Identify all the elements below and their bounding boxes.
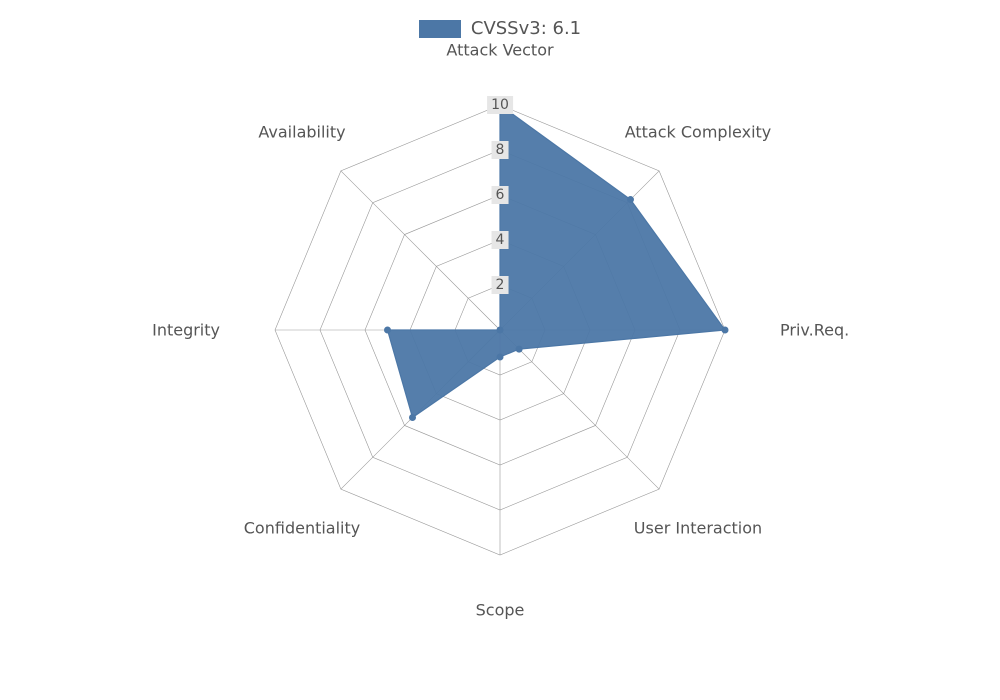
axis-label: Integrity: [152, 321, 220, 340]
axis-label: Attack Complexity: [625, 123, 772, 142]
grid-spoke: [500, 330, 659, 489]
axis-label: Confidentiality: [244, 518, 360, 537]
r-tick-label: 8: [492, 141, 509, 159]
radar-chart: CVSSv3: 6.1 Attack Vector Attack Complexi…: [0, 0, 1000, 700]
data-marker: [516, 346, 523, 353]
r-tick-label: 2: [492, 276, 509, 294]
axis-label: Attack Vector: [446, 41, 553, 60]
data-polygon: [388, 105, 726, 418]
axis-label: Priv.Req.: [780, 321, 849, 340]
legend: CVSSv3: 6.1: [0, 18, 1000, 42]
data-marker: [409, 414, 416, 421]
axis-label: User Interaction: [634, 518, 762, 537]
r-tick-label: 6: [492, 186, 509, 204]
legend-label: CVSSv3: 6.1: [471, 18, 581, 39]
r-tick-label: 10: [487, 96, 513, 114]
data-marker: [627, 196, 634, 203]
legend-swatch: [419, 20, 461, 38]
data-marker: [497, 354, 504, 361]
grid-spoke: [341, 171, 500, 330]
data-marker: [384, 327, 391, 334]
data-marker: [497, 327, 504, 334]
r-tick-label: 4: [492, 231, 509, 249]
data-marker: [722, 327, 729, 334]
axis-label: Availability: [258, 123, 345, 142]
axis-label: Scope: [476, 601, 525, 620]
